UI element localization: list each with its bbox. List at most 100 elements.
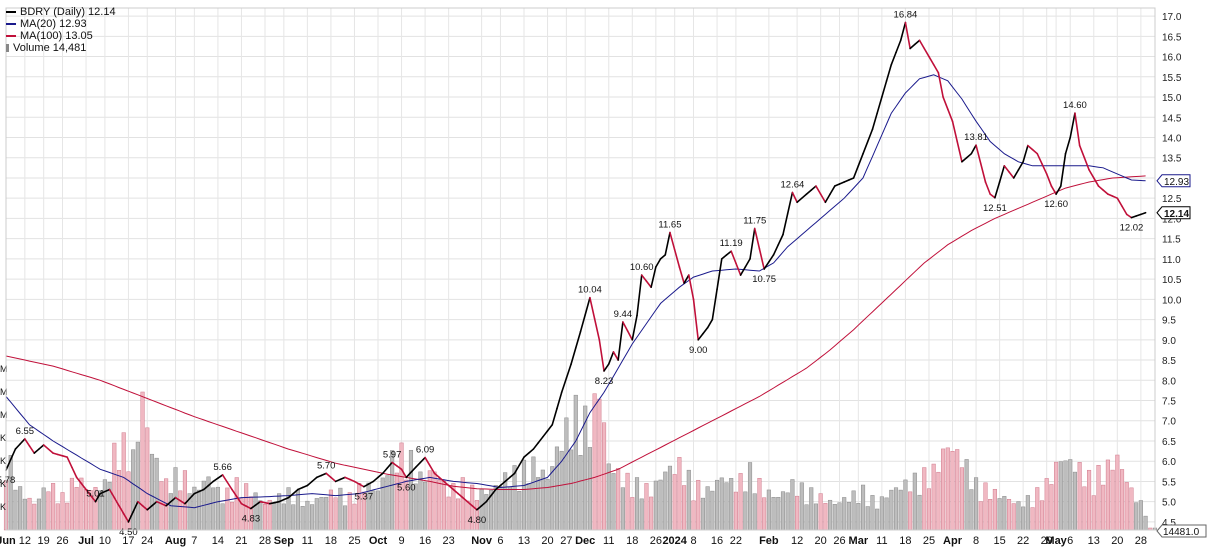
volume-bar [620,487,625,531]
volume-bar [1101,484,1106,531]
price-segment [655,258,662,268]
volume-bar [992,488,997,531]
price-segment [141,504,149,511]
legend-item-ma100: MA(100) 13.05 [6,30,116,42]
x-tick-label: 22 [1017,535,1029,547]
volume-bar [846,502,851,531]
y-tick-label: 11.0 [1162,255,1181,266]
volume-bar [159,481,164,531]
price-line [5,21,1147,523]
legend-swatch-ma20 [6,23,16,25]
price-segment [235,495,243,505]
volume-bar [964,459,969,531]
volume-bar [305,500,310,531]
price-segment [532,442,539,450]
volume-bar [926,488,932,531]
volume-bar [856,503,861,531]
price-segment [1055,185,1062,195]
volume-axis-label: M [0,387,8,397]
volume-bar [1138,500,1143,531]
volume-bar [809,487,814,531]
volume-bar [102,479,107,531]
price-segment [480,500,488,507]
price-segment [410,466,417,474]
volume-axis-label: M [0,364,8,374]
volume-bar [338,487,343,531]
price-segment [184,497,191,505]
price-segment [636,274,643,317]
volume-bar [1016,501,1021,531]
volume-bar [696,479,701,531]
price-segment [240,502,247,507]
price-segment [311,476,318,483]
volume-bar [149,453,155,531]
price-segment [494,484,502,491]
y-tick-label: 7.5 [1162,397,1176,408]
price-segment [400,468,408,479]
volume-bar [441,480,446,531]
price-segment [744,258,751,268]
price-segment [716,258,723,291]
price-segment [1107,193,1114,197]
volume-bar [997,498,1002,531]
volume-bar [1058,461,1063,531]
volume-bar [682,485,687,531]
volume-bar [917,494,922,531]
x-tick-label: 19 [38,535,50,547]
volume-bar [418,471,423,531]
price-segment [975,144,982,165]
price-segment [815,185,822,195]
price-segment [5,458,12,471]
price-segment [170,496,177,503]
volume-bar [988,499,993,531]
price-segment [250,504,257,510]
price-segment [151,500,158,507]
ma100-line [5,175,1146,490]
volume-bar [36,498,42,531]
volume-bar [13,489,18,531]
volume-bar [578,455,583,531]
price-segment [819,193,827,204]
price-segment [254,500,262,506]
legend-item-volume: Volume 14,481 [6,42,116,54]
price-segment [801,193,808,199]
volume-bar [799,482,804,531]
price-segment [565,363,572,380]
price-segment [405,471,412,479]
price-segment [372,476,379,483]
price-segment [659,254,667,260]
x-tick-label: 16 [419,535,431,547]
volume-bar [262,504,268,531]
price-segment [914,39,921,46]
price-segment [852,165,860,179]
price-annotation: 16.84 [894,10,918,21]
volume-bar [931,463,936,531]
price-segment [791,191,798,204]
volume-bar [677,457,682,531]
x-tick-label: 11 [876,535,887,547]
price-segment [245,505,252,510]
volume-bar [597,398,602,531]
volume-bar [569,449,574,531]
price-annotation: 9.44 [614,309,633,320]
price-segment [56,453,64,457]
price-segment [947,108,954,123]
volume-bar [55,503,60,531]
price-segment [320,472,328,477]
volume-bar [564,417,569,531]
price-annotation: 5.37 [355,492,374,503]
volume-bar [875,508,880,531]
volume-bar [1039,500,1045,531]
volume-bar [653,480,658,531]
price-segment [607,351,615,365]
price-segment [457,492,464,499]
price-segment [617,321,624,361]
y-tick-label: 8.5 [1162,356,1176,367]
volume-bar [936,471,941,531]
x-tick-label: 20 [815,535,827,547]
price-segment [207,480,214,487]
volume-bar [310,504,315,531]
price-segment [763,261,770,270]
price-segment [264,501,271,505]
legend-swatch-price [6,11,16,13]
